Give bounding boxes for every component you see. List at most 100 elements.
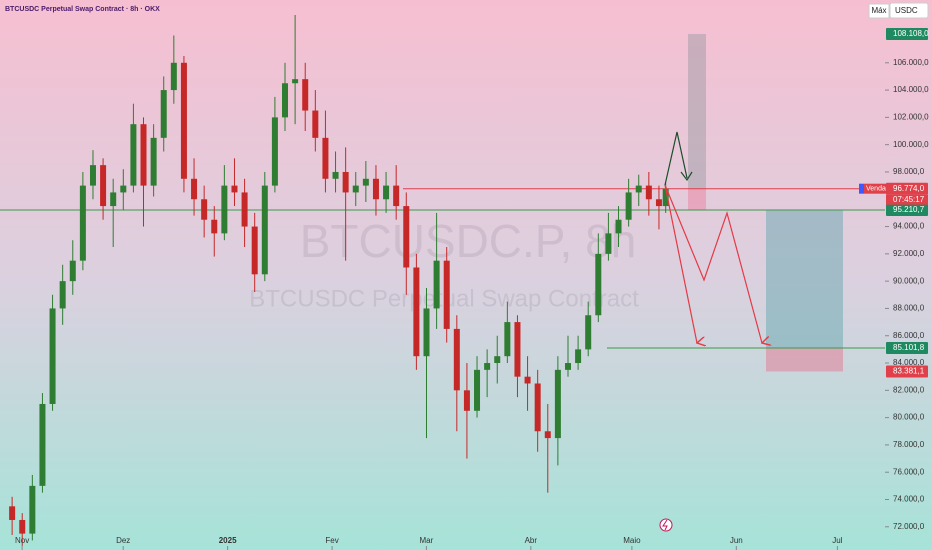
candle-body	[292, 79, 299, 84]
candle-body	[605, 233, 612, 254]
candle-body	[201, 199, 208, 220]
candle-body	[140, 124, 147, 186]
candle-body	[332, 171, 339, 179]
candle-body	[352, 185, 359, 193]
candle-body	[59, 281, 66, 309]
candle-body	[100, 165, 107, 207]
y-tick-label: 104.000,0	[893, 85, 929, 94]
currency-box[interactable]	[889, 2, 929, 19]
arrow-head	[680, 171, 693, 182]
candle-body	[271, 117, 278, 186]
y-tick-label: 80.000,0	[893, 413, 925, 422]
y-tick-label: 82.000,0	[893, 385, 925, 394]
candle-body	[595, 253, 602, 316]
candle-body	[383, 185, 390, 200]
candle-body	[484, 363, 491, 370]
candle-body	[413, 267, 420, 357]
price-badge	[886, 341, 928, 354]
arrows	[664, 131, 762, 343]
candle-body	[221, 185, 228, 234]
candle-body	[322, 137, 329, 179]
candle-body	[312, 110, 319, 138]
candle-body	[494, 356, 501, 364]
max-button[interactable]	[868, 3, 890, 19]
x-tick-label: Nov	[15, 536, 29, 545]
event-icon-bolt	[662, 519, 668, 531]
y-tick-label: 106.000,0	[893, 58, 929, 67]
order-tag	[864, 183, 886, 194]
price-badge-label: 108.108,0	[893, 29, 929, 38]
candle-body	[130, 124, 137, 186]
event-icon[interactable]	[659, 518, 673, 532]
candle-body	[504, 322, 511, 357]
y-tick-label: 72.000,0	[893, 522, 925, 531]
price-badge-label: 83.381,1	[893, 367, 925, 376]
y-tick-label: 74.000,0	[893, 495, 925, 504]
candle-body	[191, 178, 198, 200]
candle-body	[463, 390, 470, 411]
candle-body	[39, 403, 46, 486]
profit-box	[766, 210, 843, 348]
x-tick-label: Dez	[116, 536, 130, 545]
order-marker	[859, 183, 864, 194]
price-badge	[886, 182, 928, 195]
candle-body	[89, 165, 96, 186]
candle-body	[49, 308, 56, 404]
candle-body	[69, 260, 76, 282]
candle-body	[342, 171, 349, 193]
candle-body	[433, 260, 440, 309]
x-tick-label: Mar	[420, 536, 434, 545]
price-badge	[886, 204, 928, 217]
x-tick-label: Maio	[623, 536, 641, 545]
candle-body	[19, 519, 26, 534]
candle-body	[554, 369, 561, 439]
y-tick-label: 100.000,0	[893, 140, 929, 149]
candle-body	[564, 363, 571, 370]
candle-body	[615, 219, 622, 234]
candle-body	[524, 376, 531, 384]
candle-body	[362, 178, 369, 186]
y-tick-label: 86.000,0	[893, 331, 925, 340]
candle-body	[150, 137, 157, 186]
candle-body	[282, 83, 289, 118]
candle-body	[474, 369, 481, 411]
y-tick-label: 84.000,0	[893, 358, 925, 367]
candle-body	[29, 485, 36, 534]
price-badge-label: 96.774,0	[893, 184, 925, 193]
x-tick-label: 2025	[219, 536, 237, 545]
x-tick-label: Jul	[832, 536, 842, 545]
max-button-label[interactable]: Máx	[871, 6, 886, 15]
candle-body	[170, 62, 177, 91]
candle-body	[625, 192, 632, 220]
watermark: BTCUSDC.P, 8h	[300, 215, 637, 267]
candle-body	[403, 206, 410, 268]
x-tick-label: Fev	[325, 536, 338, 545]
y-tick-label: 98.000,0	[893, 167, 925, 176]
candle-body	[261, 185, 268, 275]
chart-title: BTCUSDC Perpetual Swap Contract · 8h · O…	[5, 6, 160, 13]
candle-body	[211, 219, 218, 234]
countdown-badge	[886, 194, 928, 205]
loss-box	[766, 347, 843, 372]
candle-body	[662, 188, 669, 207]
target-box	[688, 34, 706, 189]
stop-box	[688, 188, 706, 211]
candle-body	[645, 185, 652, 200]
candle-body	[585, 315, 592, 350]
candle-body	[423, 308, 430, 357]
price-badge-label: 95.210,7	[893, 205, 925, 214]
currency-label[interactable]: USDC	[895, 6, 918, 15]
y-tick-label: 94.000,0	[893, 222, 925, 231]
candle-body	[443, 260, 450, 329]
x-tick-label: Abr	[525, 536, 538, 545]
candle-body	[180, 62, 187, 179]
y-tick-label: 102.000,0	[893, 112, 929, 121]
candle-body	[79, 185, 86, 261]
down-arrow	[664, 184, 697, 343]
x-tick-label: Jun	[730, 536, 743, 545]
candle-body	[120, 185, 127, 193]
candle-body	[372, 178, 379, 200]
candle-body	[514, 322, 521, 377]
